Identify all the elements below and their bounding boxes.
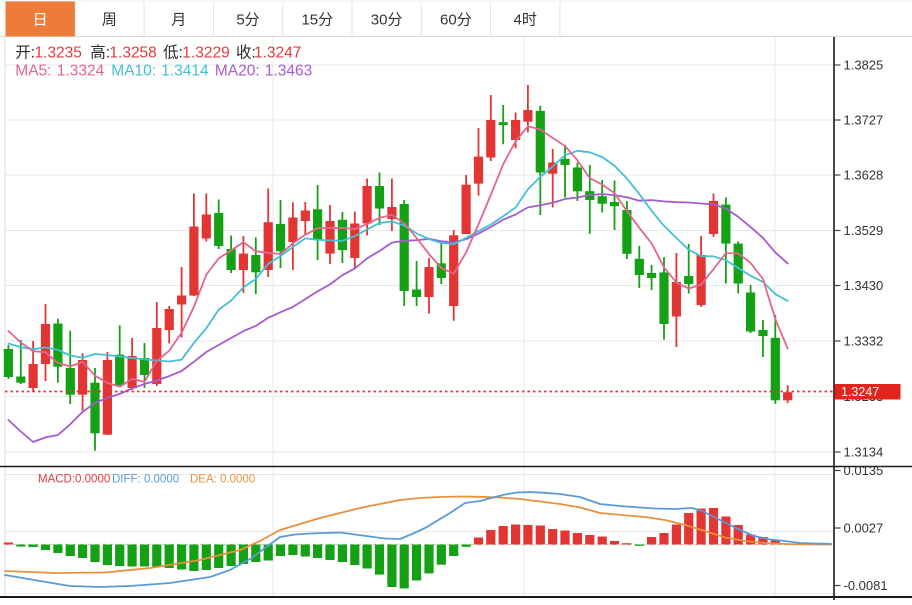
svg-text:1.3414: 1.3414 (161, 63, 209, 80)
svg-text:0.0027: 0.0027 (844, 521, 884, 536)
svg-text:15分: 15分 (301, 12, 333, 29)
svg-text:1.3247: 1.3247 (841, 385, 879, 399)
svg-text:DEA: 0.0000: DEA: 0.0000 (190, 474, 255, 486)
svg-text:1.3258: 1.3258 (109, 45, 156, 62)
svg-text:月: 月 (171, 12, 186, 29)
svg-text:日: 日 (33, 12, 48, 29)
svg-text:1.3229: 1.3229 (182, 45, 229, 62)
svg-text:开:: 开: (15, 45, 35, 62)
svg-text:MACD:0.0000: MACD:0.0000 (38, 474, 110, 486)
svg-text:1.3825: 1.3825 (844, 58, 884, 73)
svg-text:低:: 低: (163, 44, 183, 62)
svg-text:60分: 60分 (440, 12, 472, 29)
svg-text:MA10:: MA10: (111, 63, 156, 80)
svg-text:0.0135: 0.0135 (844, 463, 884, 478)
svg-text:周: 周 (102, 12, 117, 29)
svg-text:MA20:: MA20: (215, 63, 260, 80)
svg-text:收:: 收: (236, 44, 256, 62)
svg-text:5分: 5分 (236, 12, 259, 29)
svg-text:DIFF: 0.0000: DIFF: 0.0000 (112, 474, 179, 486)
svg-text:1.3628: 1.3628 (844, 168, 884, 183)
svg-text:1.3463: 1.3463 (265, 63, 312, 80)
svg-text:1.3430: 1.3430 (844, 278, 884, 293)
svg-text:1.3727: 1.3727 (844, 113, 884, 128)
svg-text:1.3324: 1.3324 (57, 63, 105, 80)
svg-text:1.3529: 1.3529 (844, 223, 884, 238)
svg-text:1.3235: 1.3235 (35, 45, 82, 62)
svg-text:高:: 高: (90, 44, 110, 62)
svg-text:1.3332: 1.3332 (844, 334, 884, 349)
svg-text:-0.0081: -0.0081 (844, 578, 888, 593)
svg-text:MA5:: MA5: (15, 63, 51, 80)
svg-text:1.3247: 1.3247 (254, 45, 301, 62)
svg-text:30分: 30分 (371, 12, 403, 29)
svg-text:1.3134: 1.3134 (844, 445, 884, 460)
svg-text:4时: 4时 (514, 12, 537, 29)
